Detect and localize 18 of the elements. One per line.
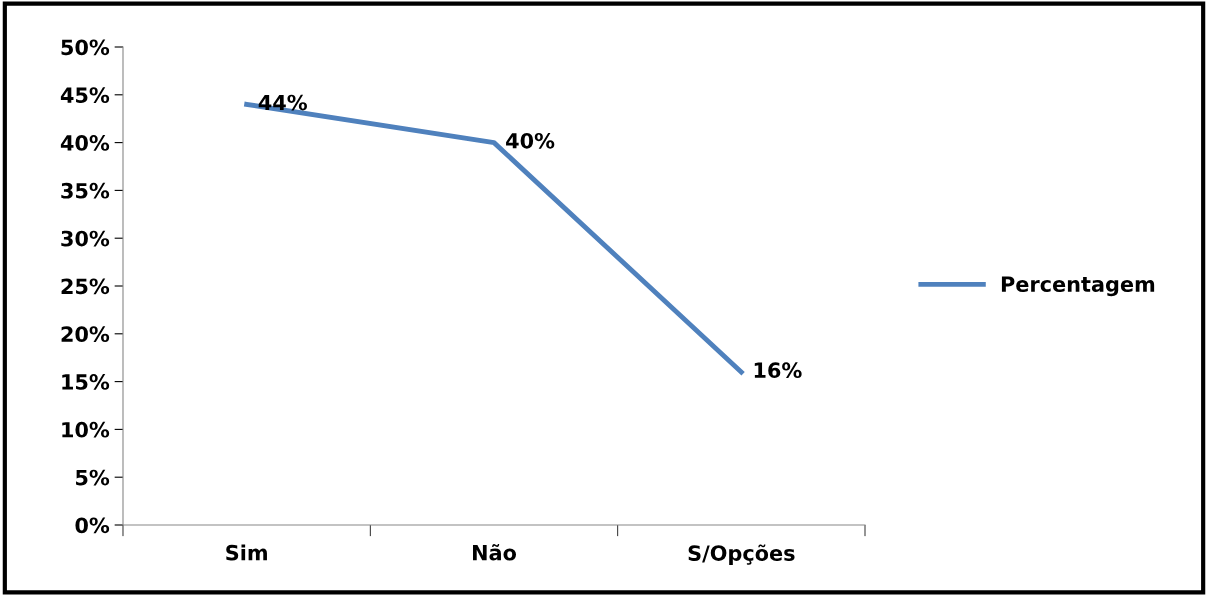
y-tick-label: 40%: [60, 135, 110, 151]
data-label: 16%: [754, 362, 802, 379]
y-tick-label: 30%: [61, 230, 110, 247]
y-tick-label: 25%: [61, 278, 110, 295]
y-tick-label: 20%: [61, 326, 110, 343]
x-tick-label: Sim: [226, 544, 267, 561]
y-tick-label: 15%: [62, 374, 110, 390]
x-tick-label: S/Opções: [688, 544, 795, 565]
y-tick-label: 10%: [62, 421, 110, 438]
y-tick-label: 45%: [60, 87, 110, 104]
data-label: 44%: [258, 94, 307, 111]
y-tick-label: 50%: [61, 39, 110, 56]
legend-label: Percentagem: [1001, 276, 1155, 297]
y-tick-label: 5%: [76, 469, 110, 486]
y-tick-label: 35%: [61, 182, 110, 199]
x-tick-label: Não: [473, 544, 517, 561]
y-tick-label: 0%: [75, 517, 110, 534]
data-label: 40%: [506, 132, 555, 149]
